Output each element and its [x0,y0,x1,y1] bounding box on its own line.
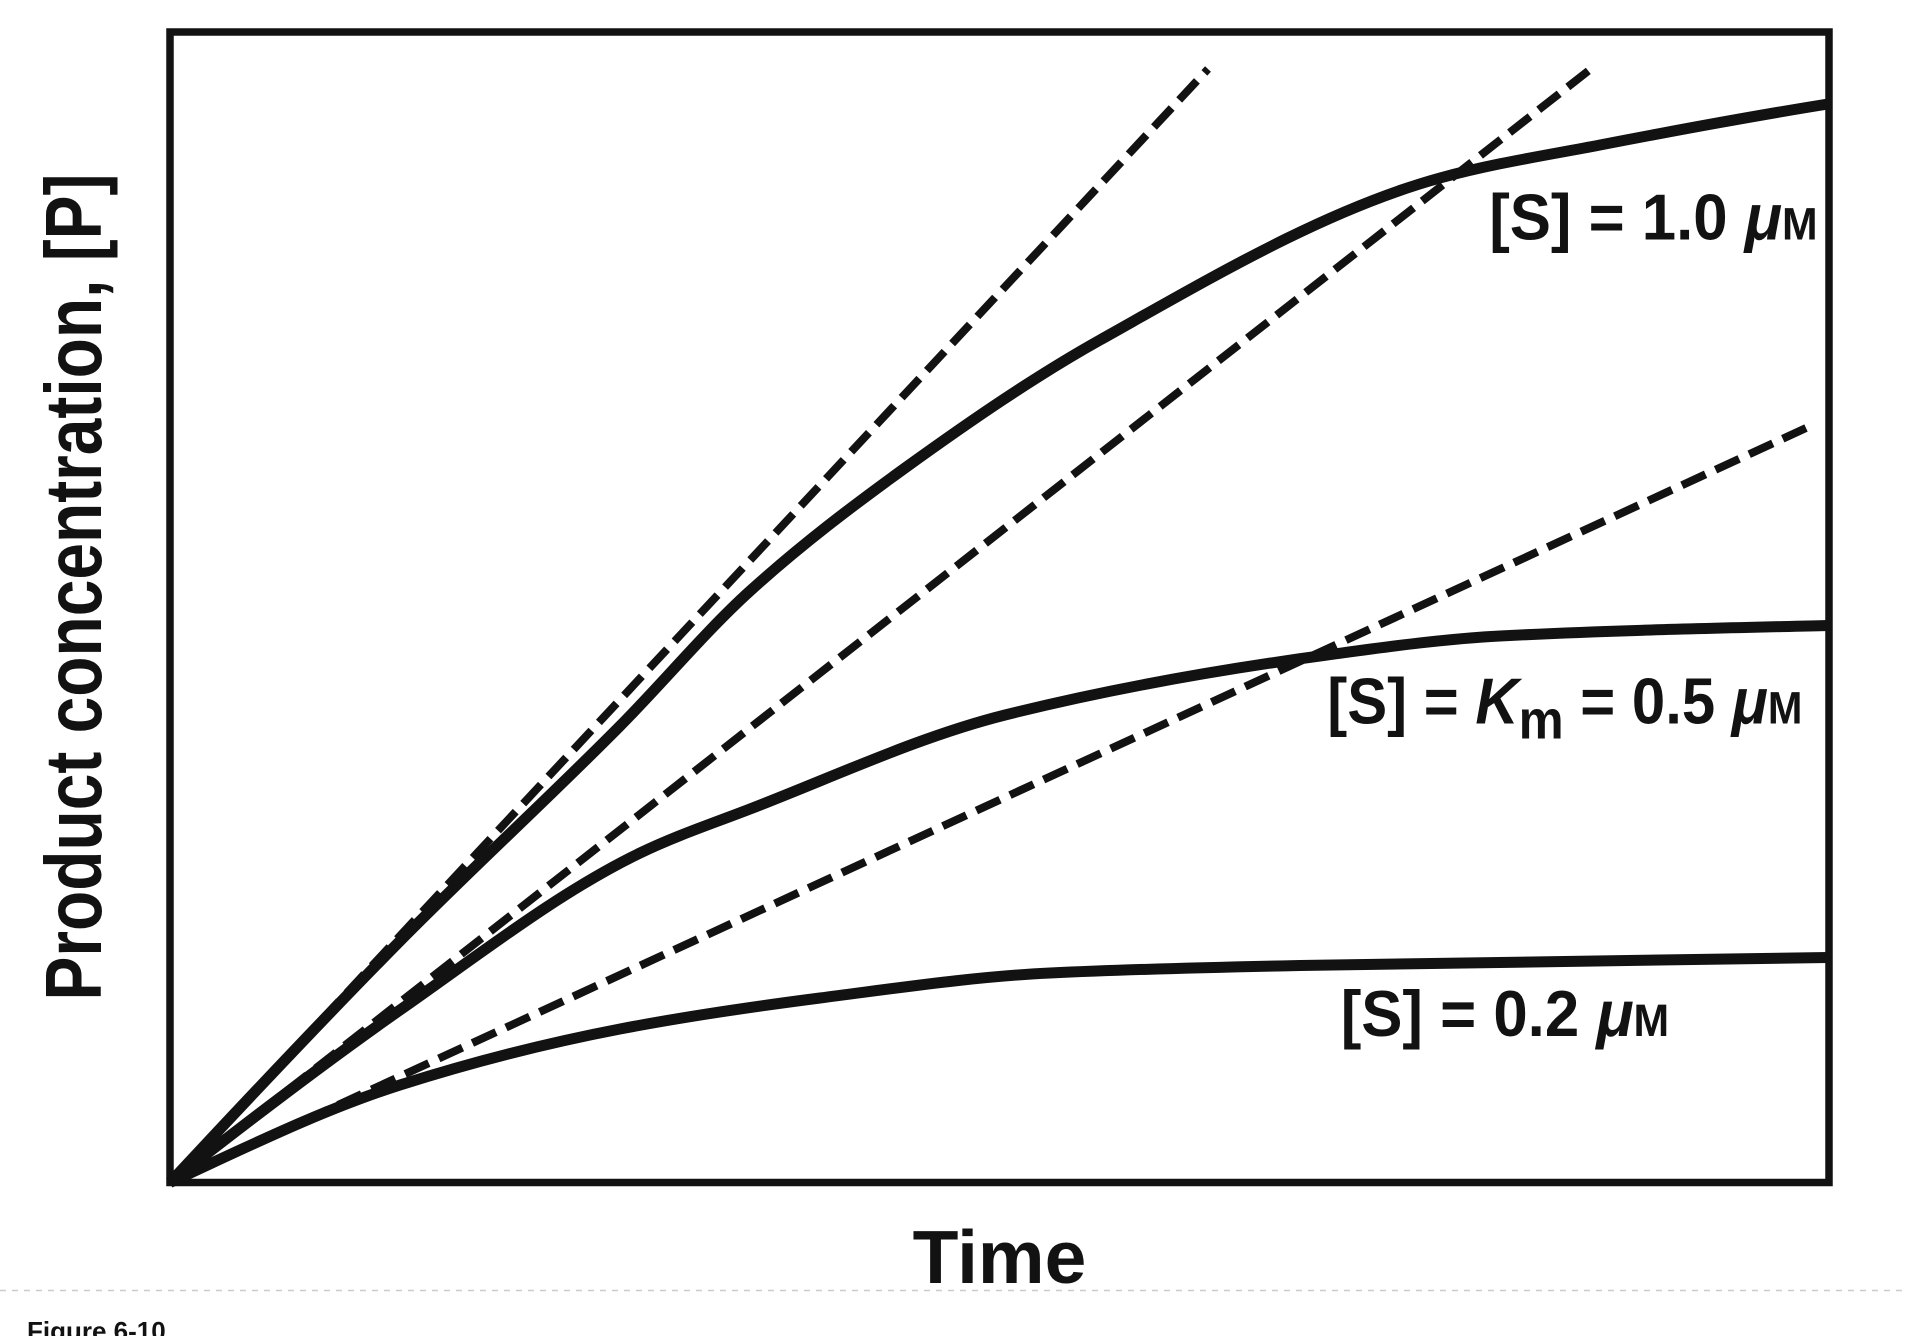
svg-text:[S] = 0.2 μM: [S] = 0.2 μM [1341,979,1669,1051]
svg-text:[S] = 1.0 μM: [S] = 1.0 μM [1489,182,1817,254]
svg-text:Product concentration, [P]: Product concentration, [P] [29,174,118,1001]
svg-text:[S] = Km = 0.5 μM: [S] = Km = 0.5 μM [1327,665,1802,751]
svg-text:Figure 6-10: Figure 6-10 [27,1316,166,1336]
svg-text:Time: Time [913,1215,1087,1299]
